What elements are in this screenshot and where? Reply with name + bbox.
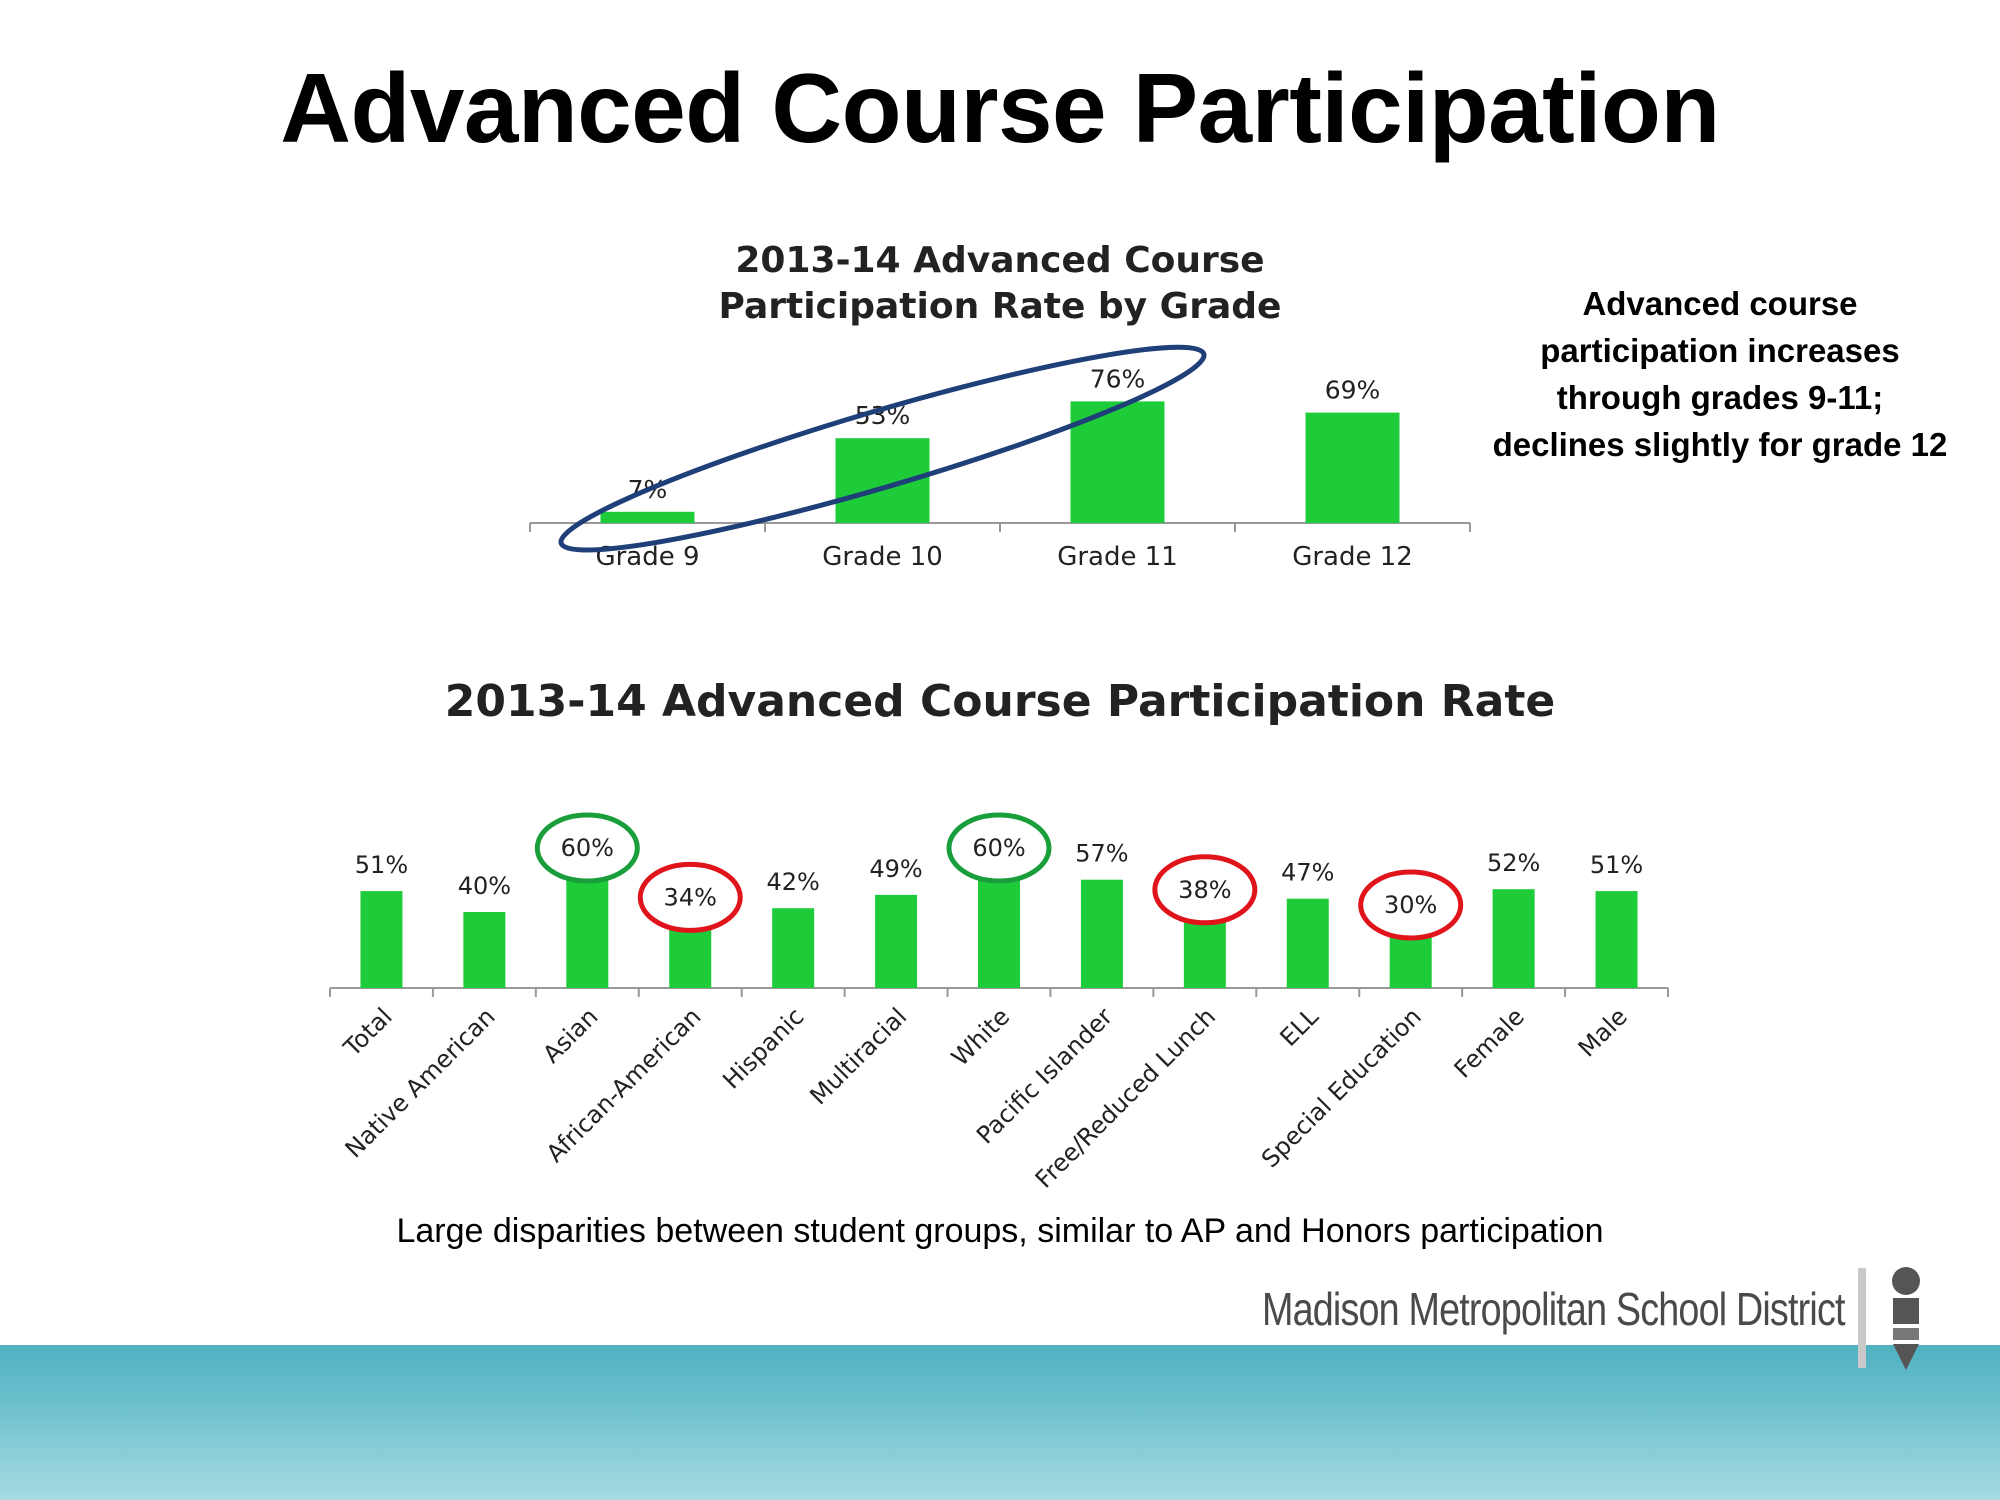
- group-highlight-circle: [534, 812, 640, 884]
- group-value-label: 30%: [1384, 891, 1437, 919]
- group-bar: [978, 874, 1020, 988]
- group-bar: [772, 908, 815, 988]
- group-chart-title: 2013-14 Advanced Course Participation Ra…: [444, 676, 1556, 727]
- grade-chart-title: 2013-14 Advanced Course Participation Ra…: [718, 240, 1282, 327]
- group-value-label: 34%: [664, 883, 717, 911]
- group-highlight-circle: [946, 812, 1052, 884]
- group-category-label: Hispanic: [717, 1002, 809, 1094]
- group-value-label: 57%: [1075, 840, 1128, 868]
- slide-title: Advanced Course Participation: [280, 53, 1720, 163]
- grade-category-label: Grade 12: [1292, 542, 1413, 572]
- group-category-label: White: [946, 1002, 1015, 1071]
- group-highlight-circle: [637, 861, 743, 933]
- group-bar: [669, 923, 712, 988]
- group-category-label: ELL: [1275, 1002, 1325, 1052]
- group-category-label: Male: [1573, 1002, 1633, 1062]
- group-category-label: Female: [1449, 1002, 1530, 1083]
- group-category-label: Free/Reduced Lunch: [1030, 1002, 1221, 1193]
- grade-bar: [600, 511, 695, 523]
- group-value-label: 60%: [972, 834, 1025, 862]
- group-value-label: 49%: [869, 855, 922, 883]
- group-highlight-circle: [1358, 869, 1464, 941]
- group-category-label: Multiracial: [804, 1002, 912, 1110]
- grade-value-label: 69%: [1325, 376, 1381, 405]
- group-bar: [875, 894, 918, 988]
- side-note: Advanced course participation increases …: [1492, 285, 1948, 463]
- footnote: Large disparities between student groups…: [396, 1212, 1604, 1250]
- footer-band: [0, 1345, 2000, 1500]
- district-logo-icon: [1858, 1267, 1920, 1370]
- group-bar: [1595, 891, 1638, 988]
- group-bar: [1080, 879, 1123, 988]
- group-value-label: 42%: [766, 868, 819, 896]
- group-value-label: 47%: [1281, 859, 1334, 887]
- grade-highlight-ellipse: [558, 344, 1207, 553]
- group-bar: [1492, 889, 1535, 988]
- group-bar: [463, 912, 506, 988]
- group-category-label: Total: [338, 1002, 398, 1062]
- group-value-label: 38%: [1178, 876, 1231, 904]
- group-value-label: 60%: [561, 834, 614, 862]
- group-bar: [566, 874, 609, 988]
- grade-category-label: Grade 10: [822, 542, 943, 572]
- group-value-label: 52%: [1487, 849, 1540, 877]
- group-value-label: 51%: [355, 851, 408, 879]
- group-value-label: 40%: [458, 872, 511, 900]
- group-bar: [1183, 915, 1226, 988]
- group-bar: [1286, 898, 1329, 988]
- grade-value-label: 76%: [1090, 364, 1146, 393]
- grade-category-label: Grade 11: [1057, 542, 1178, 572]
- district-logo-text: Madison Metropolitan School District: [1262, 1283, 1845, 1335]
- group-bar: [360, 891, 403, 988]
- group-highlight-circle: [1152, 854, 1258, 926]
- group-value-label: 51%: [1590, 851, 1643, 879]
- grade-bar: [1305, 412, 1400, 523]
- group-category-label: Asian: [537, 1002, 603, 1068]
